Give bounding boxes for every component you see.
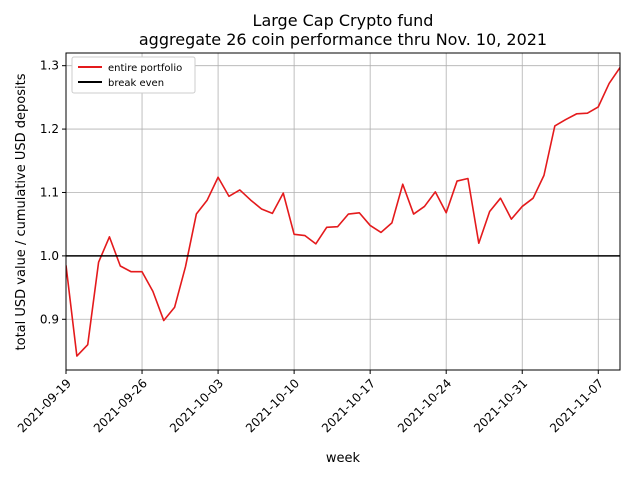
legend-label-break-even: break even xyxy=(108,78,164,89)
plot-frame xyxy=(65,52,621,371)
x-tick-label: 2021-10-24 xyxy=(395,376,454,435)
x-tick-label: 2021-09-26 xyxy=(91,376,150,435)
chart-subtitle: aggregate 26 coin performance thru Nov. … xyxy=(139,30,547,49)
chart-title: Large Cap Crypto fund xyxy=(253,11,434,30)
x-tick-label: 2021-10-17 xyxy=(319,376,378,435)
y-tick-label: 1.2 xyxy=(40,122,59,136)
x-axis-ticks: 2021-09-19 2021-09-26 2021-10-03 2021-10-10… xyxy=(15,370,606,435)
series-line-entire-portfolio xyxy=(66,66,620,357)
legend-label-entire-portfolio: entire portfolio xyxy=(108,63,182,74)
legend-box xyxy=(71,56,196,94)
series-group xyxy=(66,66,620,357)
x-tick-label: 2021-10-03 xyxy=(167,376,226,435)
x-axis-label: week xyxy=(326,451,361,466)
x-tick-label: 2021-11-07 xyxy=(547,376,606,435)
grid xyxy=(65,53,620,370)
x-tick-label: 2021-10-31 xyxy=(471,376,530,435)
x-tick-label: 2021-10-10 xyxy=(243,376,302,435)
legend: entire portfolio break even xyxy=(71,56,196,94)
y-axis-label: total USD value / cumulative USD deposit… xyxy=(14,73,29,350)
y-tick-label: 1.0 xyxy=(40,249,59,263)
x-tick-label: 2021-09-19 xyxy=(15,376,74,435)
y-axis-ticks: 0.9 1.0 1.1 1.2 1.3 xyxy=(40,59,66,326)
y-tick-label: 1.1 xyxy=(40,185,59,199)
y-tick-label: 0.9 xyxy=(40,312,59,326)
y-tick-label: 1.3 xyxy=(40,59,59,73)
